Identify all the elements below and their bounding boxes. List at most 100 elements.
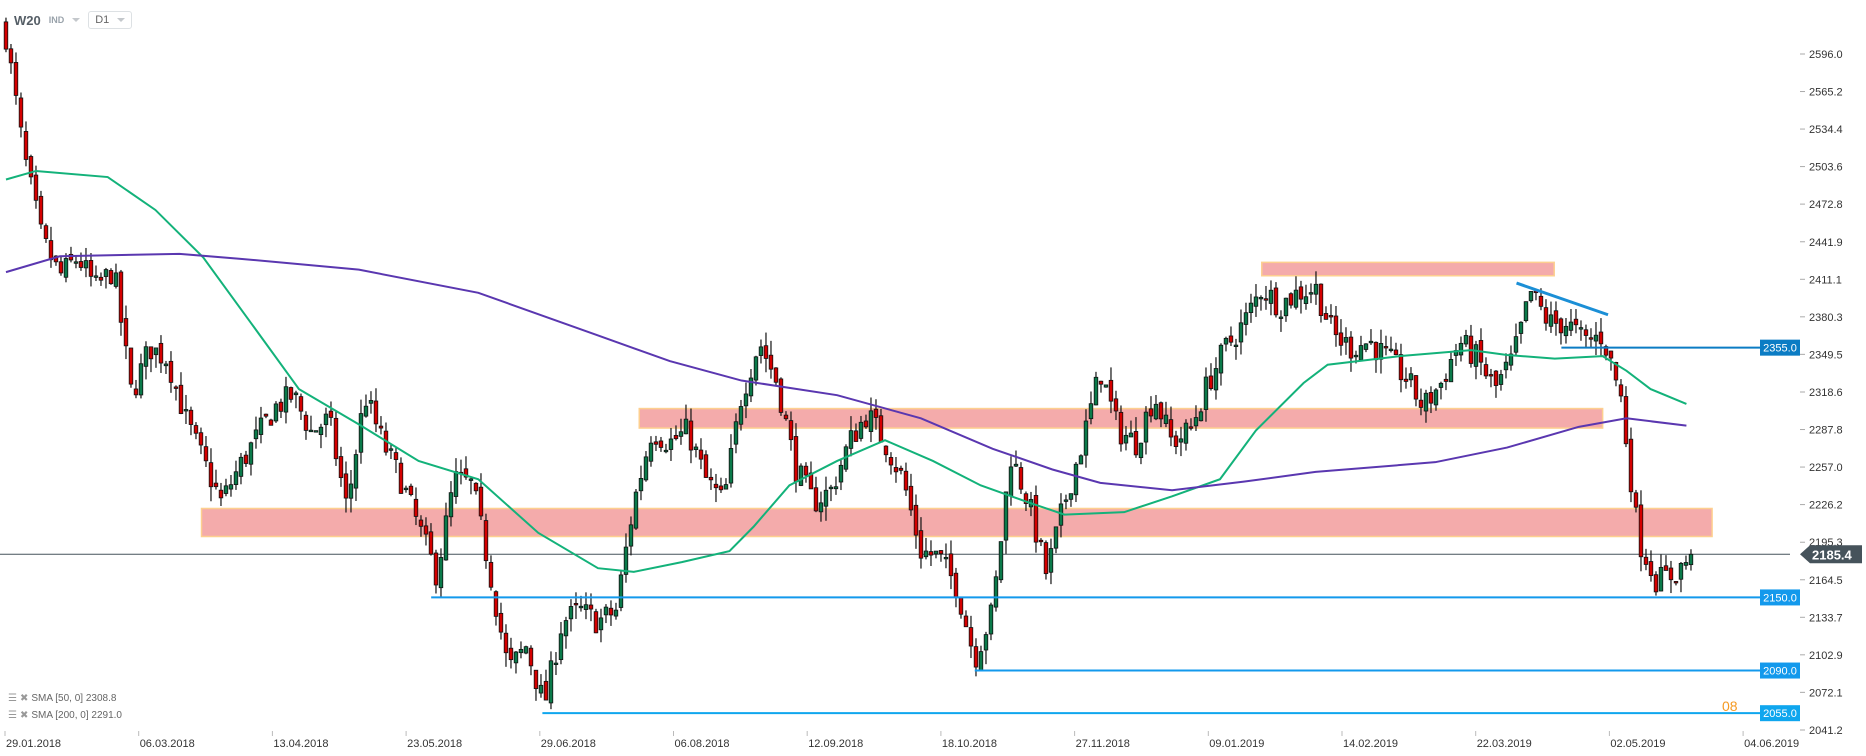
candle-body xyxy=(1243,312,1249,325)
candle-body xyxy=(328,410,334,418)
close-icon[interactable]: ✖ xyxy=(19,693,29,704)
candle xyxy=(1618,379,1624,403)
candle-body xyxy=(943,556,949,560)
candle xyxy=(103,267,109,289)
candle xyxy=(1458,336,1464,362)
sma50-line xyxy=(5,169,1687,573)
candle xyxy=(293,390,299,409)
candle xyxy=(1018,462,1024,494)
candle-body xyxy=(1523,301,1529,322)
candle xyxy=(718,477,724,493)
candle xyxy=(453,458,459,504)
candle-body xyxy=(1063,499,1069,502)
candle xyxy=(778,377,784,416)
candle-body xyxy=(118,271,124,323)
candle-body xyxy=(998,541,1004,581)
candle-body xyxy=(348,483,354,499)
candle xyxy=(1043,540,1049,580)
candle-body xyxy=(1298,286,1304,300)
candle-body xyxy=(738,406,744,425)
candle xyxy=(1393,342,1399,356)
candle-body xyxy=(353,454,359,489)
legend-sma50: ☰ ✖ SMA [50, 0] 2308.8 xyxy=(8,690,122,707)
candle-body xyxy=(228,484,234,490)
candle-body xyxy=(873,408,879,418)
candle xyxy=(1203,367,1209,422)
candle xyxy=(183,394,189,425)
candle xyxy=(1518,321,1524,344)
candle xyxy=(958,596,964,619)
candle xyxy=(1333,305,1339,347)
candle xyxy=(648,436,654,467)
candle-body xyxy=(418,519,424,527)
candle-body xyxy=(703,454,709,478)
chevron-down-icon[interactable] xyxy=(72,18,81,22)
resistance-zone xyxy=(1261,261,1555,277)
candle-body xyxy=(868,410,874,432)
candle xyxy=(608,600,614,626)
candle-body xyxy=(1633,492,1639,508)
candle xyxy=(908,473,914,516)
y-axis-label: 2380.3 xyxy=(1809,312,1843,324)
candle xyxy=(1413,375,1419,407)
candle xyxy=(268,418,274,426)
candle xyxy=(738,399,744,431)
y-axis-label: 2072.1 xyxy=(1809,687,1843,699)
candle-timer: 08 xyxy=(1722,698,1738,714)
candle xyxy=(1063,494,1069,510)
candle-body xyxy=(648,442,654,462)
candle xyxy=(728,434,734,488)
candle-body xyxy=(28,156,34,178)
candle-body xyxy=(1003,491,1009,541)
candle xyxy=(1368,329,1374,345)
candle xyxy=(818,491,824,522)
candle-body xyxy=(1103,384,1109,388)
candle-body xyxy=(363,405,369,417)
candle xyxy=(173,385,179,401)
candle-body xyxy=(178,384,184,414)
close-icon[interactable]: ✖ xyxy=(19,710,29,721)
candle xyxy=(603,604,609,624)
candle xyxy=(1178,426,1184,457)
candle-body xyxy=(1248,302,1254,314)
candle xyxy=(93,265,99,282)
candle xyxy=(743,382,749,419)
candle xyxy=(1593,322,1599,356)
candle xyxy=(313,430,319,433)
symbol-name[interactable]: W20 xyxy=(14,12,41,28)
x-axis-label: 04.06.2019 xyxy=(1744,738,1799,750)
candle xyxy=(863,414,869,429)
candle-body xyxy=(273,403,279,422)
candle-body xyxy=(823,489,829,507)
candle xyxy=(558,621,564,665)
candle xyxy=(353,449,359,502)
list-icon[interactable]: ☰ xyxy=(8,693,17,704)
candle xyxy=(338,446,344,487)
candle xyxy=(58,255,64,276)
candle xyxy=(918,517,924,569)
candle xyxy=(153,347,159,368)
candle xyxy=(1198,408,1204,422)
candle-body xyxy=(1393,349,1399,356)
candle xyxy=(438,548,444,597)
candle xyxy=(73,256,79,269)
candle-body xyxy=(673,434,679,440)
candle-body xyxy=(108,270,114,285)
candle xyxy=(848,416,854,457)
candle-body xyxy=(1368,340,1374,344)
candle-body xyxy=(1618,384,1624,397)
candle xyxy=(1613,361,1619,387)
timeframe-select[interactable]: D1 xyxy=(88,11,133,29)
y-axis-label: 2102.9 xyxy=(1809,650,1843,662)
candle-body xyxy=(1293,289,1299,308)
candle xyxy=(393,448,399,474)
candle-body xyxy=(488,561,494,588)
candle xyxy=(433,549,439,594)
candle-body xyxy=(38,195,44,225)
candle xyxy=(1093,371,1099,406)
candle xyxy=(1508,345,1514,371)
list-icon[interactable]: ☰ xyxy=(8,710,17,721)
candle-body xyxy=(253,429,259,440)
candle xyxy=(1158,401,1164,428)
